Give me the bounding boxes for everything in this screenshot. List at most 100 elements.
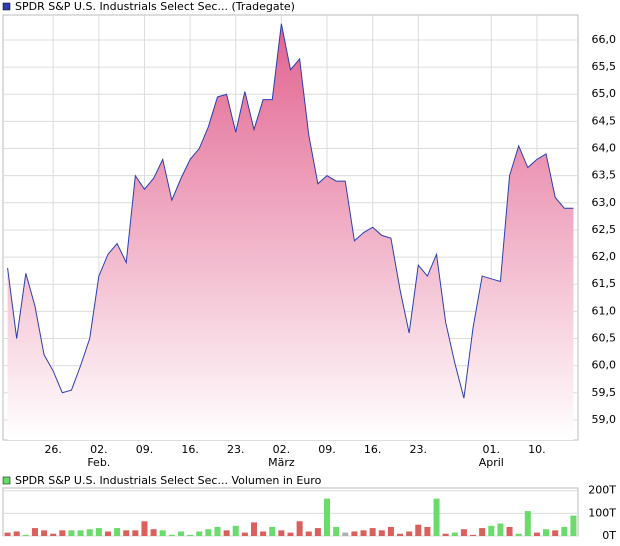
volume-bar — [369, 528, 376, 536]
x-tick-label: 02. — [90, 443, 108, 456]
x-tick-label: 16. — [181, 443, 199, 456]
legend-swatch — [2, 476, 11, 485]
volume-bar — [205, 529, 212, 536]
volume-bar — [570, 515, 577, 536]
y-tick-label: 65,0 — [592, 87, 617, 100]
volume-bar — [141, 521, 148, 536]
volume-bar — [214, 526, 221, 536]
volume-bar — [187, 534, 194, 536]
volume-bar — [406, 531, 413, 536]
y-tick-label: 60,0 — [592, 359, 617, 372]
volume-bar — [415, 524, 422, 536]
y-tick-label: 62,0 — [592, 250, 617, 263]
x-month-label: April — [479, 456, 504, 469]
volume-bar — [50, 533, 57, 536]
volume-bar — [342, 532, 349, 536]
volume-bar — [424, 526, 431, 536]
volume-bar — [451, 532, 458, 536]
volume-bar — [524, 511, 531, 536]
x-tick-label: 26. — [44, 443, 62, 456]
volume-bar — [433, 498, 440, 536]
volume-bar — [260, 531, 267, 536]
legend-swatch — [2, 2, 11, 11]
volume-bar — [506, 526, 513, 536]
volume-bar — [232, 525, 239, 536]
y-tick-label: 61,0 — [592, 304, 617, 317]
volume-bar — [305, 531, 312, 536]
x-month-label: Feb. — [87, 456, 110, 469]
volume-bar — [104, 531, 111, 536]
y-tick-label: 100T — [588, 506, 616, 519]
x-tick-label: 02. — [273, 443, 291, 456]
volume-bar — [533, 532, 540, 536]
volume-bar — [296, 521, 303, 536]
volume-bar — [22, 534, 29, 536]
volume-bar — [68, 530, 75, 536]
volume-bar — [31, 528, 38, 536]
volume-bar — [333, 526, 340, 536]
volume-bar — [360, 530, 367, 536]
volume-bar — [86, 529, 93, 536]
volume-bar — [387, 526, 394, 536]
volume-bar — [351, 531, 358, 536]
x-tick-label: 09. — [136, 443, 154, 456]
volume-bar — [323, 498, 331, 536]
volume-bar — [278, 530, 285, 536]
volume-bar — [13, 531, 20, 536]
volume-bar — [561, 526, 568, 536]
volume-bar — [378, 530, 385, 536]
volume-bar — [515, 533, 522, 536]
y-tick-label: 59,5 — [592, 386, 617, 399]
volume-bar — [114, 528, 121, 536]
volume-bar — [168, 534, 175, 536]
y-tick-label: 62,5 — [592, 223, 617, 236]
volume-bar — [159, 530, 166, 536]
volume-bar — [59, 530, 66, 536]
volume-bar — [552, 530, 559, 536]
volume-bar — [123, 530, 130, 536]
legend-label: SPDR S&P U.S. Industrials Select Sec... … — [15, 0, 295, 13]
volume-bar — [442, 533, 449, 536]
volume-bar — [77, 530, 84, 536]
y-tick-label: 0T — [602, 529, 616, 542]
volume-bar — [95, 528, 102, 536]
y-tick-label: 64,5 — [592, 114, 617, 127]
x-tick-label: 10. — [528, 443, 546, 456]
y-tick-label: 66,0 — [592, 33, 617, 46]
y-tick-label: 59,0 — [592, 413, 617, 426]
volume-bar — [460, 529, 467, 536]
volume-bar — [314, 528, 321, 536]
area-fill — [7, 23, 574, 441]
x-tick-label: 23. — [227, 443, 245, 456]
x-month-label: März — [268, 456, 295, 469]
volume-bar — [4, 532, 11, 536]
volume-bar — [177, 531, 184, 536]
volume-bar — [41, 530, 48, 536]
volume-bar — [470, 534, 477, 536]
x-tick-label: 01. — [483, 443, 501, 456]
y-tick-label: 60,5 — [592, 331, 617, 344]
volume-bar — [543, 529, 550, 536]
volume-bar — [269, 526, 276, 536]
volume-bar — [223, 530, 230, 536]
volume-bar — [287, 532, 294, 536]
y-tick-label: 64,0 — [592, 142, 617, 155]
volume-bar — [132, 530, 139, 536]
volume-bar — [150, 529, 157, 536]
y-tick-label: 61,5 — [592, 277, 617, 290]
x-tick-label: 23. — [410, 443, 428, 456]
y-tick-label: 200T — [588, 484, 616, 497]
price-line — [7, 23, 574, 399]
y-tick-label: 63,0 — [592, 196, 617, 209]
volume-bar — [250, 522, 258, 536]
volume-bar — [196, 531, 203, 536]
y-tick-label: 65,5 — [592, 60, 617, 73]
volume-bar — [488, 525, 495, 536]
volume-bar — [479, 528, 486, 536]
volume-bar — [397, 533, 404, 536]
volume-bar — [497, 523, 504, 536]
legend-label: SPDR S&P U.S. Industrials Select Sec... … — [15, 474, 322, 487]
volume-bar — [241, 532, 248, 536]
